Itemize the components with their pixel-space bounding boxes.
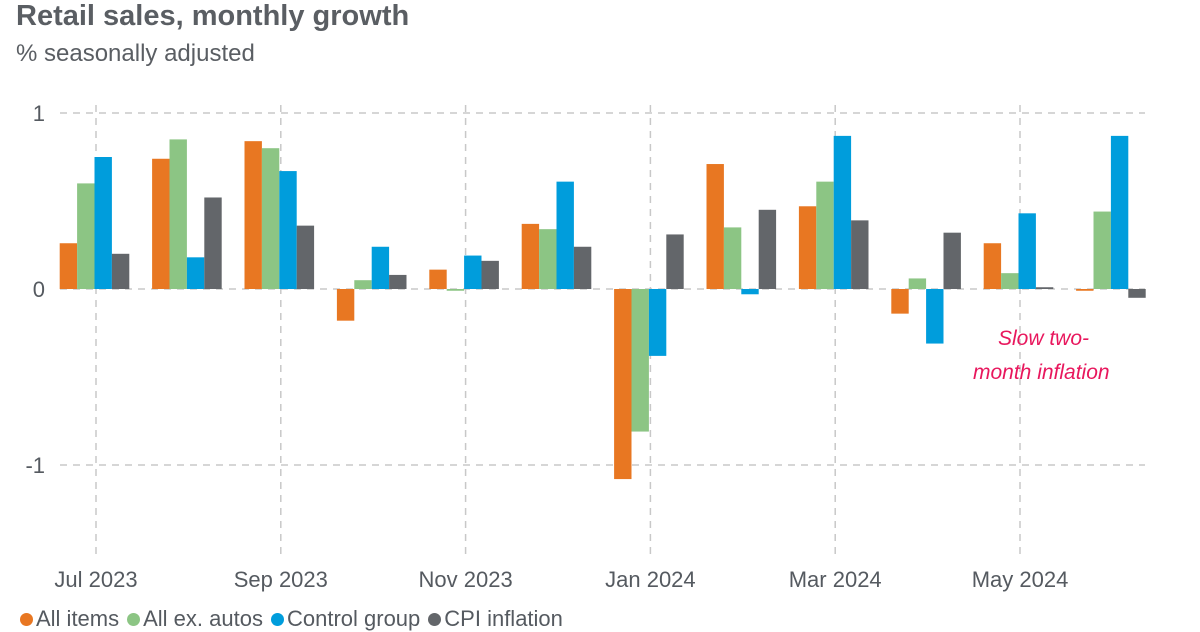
bar-all-ex-autos-7	[723, 227, 742, 289]
bar-control-group-4	[464, 255, 482, 289]
bar-control-group-6	[648, 289, 667, 356]
bar-control-group-2	[279, 171, 297, 289]
legend-dot-icon	[127, 612, 141, 626]
bar-all-ex-autos-2	[261, 148, 280, 289]
y-tick-label: -1	[25, 453, 45, 478]
bar-control-group-5	[556, 181, 574, 289]
bar-all-items-6	[614, 289, 632, 480]
legend-label: CPI inflation	[444, 606, 563, 631]
bar-all-items-7	[706, 164, 724, 289]
annotation-line-1: Slow two-	[998, 327, 1089, 350]
chart-title: Retail sales, monthly growth	[16, 0, 410, 32]
bar-all-items-1	[152, 158, 170, 289]
legend-label: All ex. autos	[143, 606, 263, 631]
legend-item: CPI inflation	[428, 606, 563, 632]
annotation-line-2: month inflation	[973, 361, 1110, 384]
bar-cpi-inflation-5	[573, 246, 592, 289]
bar-all-items-3	[336, 289, 355, 321]
legend-dot-icon	[428, 612, 442, 626]
legend-label: All items	[36, 606, 120, 631]
bar-control-group-0	[94, 157, 112, 289]
bar-all-ex-autos-4	[446, 289, 465, 291]
bar-cpi-inflation-7	[758, 209, 777, 289]
bar-all-items-4	[429, 269, 447, 289]
legend-item: All ex. autos	[127, 606, 263, 632]
bar-cpi-inflation-0	[111, 253, 130, 289]
x-tick-label: Jan 2024	[605, 567, 696, 592]
bar-cpi-inflation-6	[666, 234, 684, 289]
bar-all-ex-autos-9	[908, 278, 927, 289]
x-tick-label: May 2024	[972, 567, 1069, 592]
chart-subtitle: % seasonally adjusted	[16, 40, 255, 67]
y-tick-label: 1	[33, 101, 45, 126]
bar-cpi-inflation-11	[1128, 289, 1146, 298]
bar-control-group-11	[1110, 135, 1129, 289]
legend-label: Control group	[286, 606, 421, 631]
bar-control-group-1	[186, 257, 205, 289]
bar-cpi-inflation-8	[851, 220, 869, 289]
bar-control-group-8	[833, 135, 852, 289]
bar-all-ex-autos-8	[816, 181, 834, 289]
bar-cpi-inflation-9	[943, 232, 961, 289]
legend-item: Control group	[270, 606, 421, 632]
x-tick-label: Jul 2023	[54, 567, 137, 592]
bar-all-items-5	[521, 223, 540, 289]
bar-all-items-8	[798, 206, 817, 289]
bar-all-items-11	[1076, 289, 1094, 291]
legend-dot-icon	[20, 612, 33, 626]
bar-all-ex-autos-5	[539, 229, 557, 289]
bar-all-items-2	[244, 141, 262, 289]
legend: All items All ex. autos Control group CPI i…	[20, 606, 563, 632]
x-tick-label: Mar 2024	[789, 567, 882, 592]
bar-cpi-inflation-10	[1035, 287, 1054, 289]
bar-cpi-inflation-1	[204, 197, 222, 289]
bar-all-ex-autos-6	[631, 289, 649, 432]
bar-control-group-7	[741, 289, 759, 295]
bar-all-ex-autos-1	[169, 139, 187, 289]
bar-all-ex-autos-0	[77, 183, 95, 289]
bar-all-ex-autos-11	[1093, 211, 1111, 289]
legend-dot-icon	[270, 612, 284, 626]
bar-cpi-inflation-2	[296, 225, 315, 289]
x-tick-label: Sep 2023	[234, 567, 328, 592]
bar-all-items-9	[891, 289, 909, 314]
bar-all-items-10	[983, 243, 1002, 289]
x-tick-label: Nov 2023	[419, 567, 513, 592]
bar-all-items-0	[59, 243, 78, 289]
y-tick-label: 0	[33, 277, 45, 302]
bar-control-group-10	[1018, 213, 1036, 289]
bar-all-ex-autos-3	[354, 280, 372, 289]
bar-cpi-inflation-4	[481, 260, 499, 289]
bar-control-group-3	[371, 246, 390, 289]
legend-item: All items	[20, 606, 119, 632]
bar-control-group-9	[926, 289, 944, 344]
bar-cpi-inflation-3	[389, 274, 407, 289]
bar-all-ex-autos-10	[1001, 273, 1019, 289]
